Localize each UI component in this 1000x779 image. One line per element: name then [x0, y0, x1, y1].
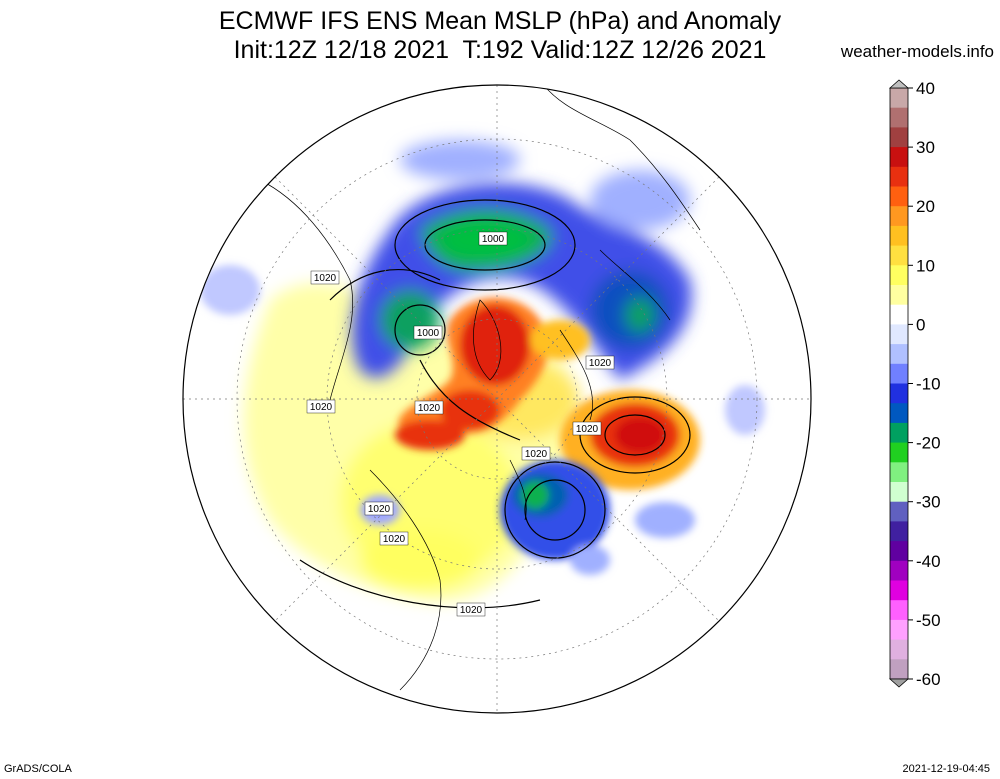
- svg-text:1020: 1020: [576, 424, 599, 435]
- contour-label: 1020: [572, 421, 602, 436]
- footer-credit: GrADS/COLA: [4, 763, 72, 775]
- colorbar-segment: [890, 147, 908, 168]
- colorbar-segment: [890, 344, 908, 365]
- colorbar-segment: [890, 521, 908, 542]
- colorbar-label: 20: [916, 197, 935, 216]
- source-site-label: weather-models.info: [840, 42, 994, 61]
- map-title-line2: Init:12Z 12/18 2021 T:192 Valid:12Z 12/2…: [233, 36, 767, 64]
- colorbar-segment: [890, 265, 908, 286]
- svg-text:1000: 1000: [417, 328, 440, 339]
- contour-label: 1020: [306, 399, 336, 414]
- contour-label: 1020: [379, 531, 409, 546]
- contour-label: 1020: [414, 400, 444, 415]
- colorbar-label: 10: [916, 256, 935, 275]
- svg-text:1020: 1020: [314, 273, 337, 284]
- colorbar-segment: [890, 501, 908, 522]
- colorbar-label: 0: [916, 315, 925, 334]
- colorbar-segment: [890, 541, 908, 562]
- colorbar-segment: [890, 442, 908, 463]
- coastlines: [259, 85, 701, 691]
- colorbar-label: -20: [916, 434, 941, 453]
- colorbar-label: -10: [916, 375, 941, 394]
- colorbar-segment: [890, 639, 908, 660]
- svg-text:1020: 1020: [310, 402, 333, 413]
- colorbar: 40 30 20 10 0 -10 -20 -30 -40 -50 -60: [888, 79, 941, 689]
- svg-text:1020: 1020: [589, 358, 612, 369]
- colorbar-segment: [890, 206, 908, 227]
- anomaly-field: [183, 85, 811, 713]
- map-title-line1: ECMWF IFS ENS Mean MSLP (hPa) and Anomal…: [218, 7, 782, 35]
- colorbar-segment: [890, 659, 908, 680]
- colorbar-segment: [890, 462, 908, 483]
- contour-label: 1020: [364, 501, 394, 516]
- colorbar-segment: [890, 127, 908, 148]
- colorbar-label: 30: [916, 138, 935, 157]
- svg-text:1020: 1020: [383, 534, 406, 545]
- colorbar-segment: [890, 580, 908, 601]
- colorbar-segment: [890, 560, 908, 581]
- contour-label: 1020: [310, 270, 340, 285]
- colorbar-segment: [890, 363, 908, 384]
- footer-timestamp: 2021-12-19-04:45: [902, 763, 990, 775]
- colorbar-segment: [890, 324, 908, 345]
- colorbar-segments: [889, 87, 909, 680]
- colorbar-segment: [890, 304, 908, 325]
- contour-label: 1020: [456, 602, 486, 617]
- colorbar-segment: [890, 600, 908, 621]
- colorbar-segment: [890, 88, 908, 109]
- contour-label: 1020: [521, 446, 551, 461]
- svg-text:1020: 1020: [368, 504, 391, 515]
- colorbar-segment: [890, 285, 908, 306]
- svg-text:1020: 1020: [460, 605, 483, 616]
- colorbar-segment: [890, 245, 908, 266]
- contour-label: 1000: [478, 231, 508, 246]
- colorbar-segment: [890, 186, 908, 207]
- colorbar-label: -60: [916, 670, 941, 689]
- colorbar-segment: [890, 403, 908, 424]
- colorbar-segment: [890, 225, 908, 247]
- colorbar-label: -50: [916, 611, 941, 630]
- colorbar-top-arrow: [888, 79, 910, 89]
- colorbar-label: 40: [916, 79, 935, 98]
- colorbar-segment: [890, 383, 908, 404]
- graticule: [183, 85, 811, 713]
- colorbar-label: -30: [916, 493, 941, 512]
- svg-text:1000: 1000: [482, 234, 505, 245]
- colorbar-segment: [890, 619, 908, 641]
- colorbar-label: -40: [916, 552, 941, 571]
- colorbar-segment: [890, 107, 908, 128]
- globe-boundary: [182, 84, 812, 714]
- colorbar-segment: [890, 422, 908, 444]
- colorbar-bottom-arrow: [888, 678, 910, 688]
- svg-text:1020: 1020: [525, 449, 548, 460]
- contour-label: 1000: [413, 325, 443, 340]
- contour-labels: 1000 1020 1000 1020 1020 1020 1020 1020 …: [306, 231, 615, 617]
- contour-label: 1020: [585, 355, 615, 370]
- colorbar-segment: [890, 166, 908, 187]
- colorbar-segment: [890, 482, 908, 503]
- svg-text:1020: 1020: [418, 403, 441, 414]
